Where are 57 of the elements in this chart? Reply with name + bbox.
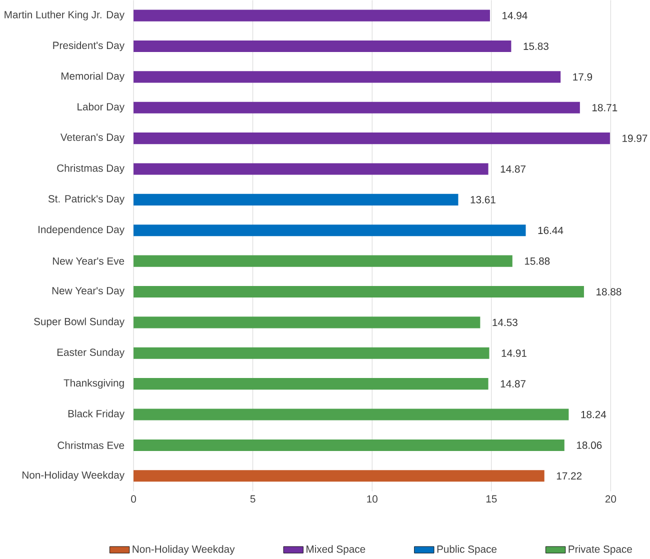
x-tick-label: 15 (486, 495, 497, 503)
bar (134, 408, 569, 420)
y-tick-label: Thanksgiving (64, 379, 124, 389)
data-label: 14.87 (500, 165, 526, 173)
data-label: 14.94 (502, 12, 528, 20)
data-label: 14.91 (502, 349, 526, 357)
bar (134, 194, 458, 206)
legend-label: Public Space (437, 545, 497, 555)
bar (134, 132, 610, 144)
bar (134, 347, 490, 359)
bar (134, 255, 512, 267)
data-label: 14.87 (500, 380, 526, 388)
data-label: 15.83 (524, 42, 548, 50)
data-label: 17.9 (573, 73, 592, 81)
bar (134, 470, 544, 482)
y-tick-label: President's Day (53, 41, 125, 52)
data-label: 13.61 (470, 196, 496, 204)
y-tick-label: Independence Day (38, 226, 125, 236)
x-tick-label: 5 (250, 495, 256, 503)
y-tick-label: Non-Holiday Weekday (22, 471, 125, 481)
data-label: 18.71 (592, 104, 618, 112)
y-tick-label: St. Patrick's Day (48, 194, 125, 205)
y-tick-label: Memorial Day (62, 72, 125, 82)
data-label: 18.06 (576, 442, 602, 449)
data-label: 17.22 (556, 472, 582, 480)
y-tick-label: Christmas Eve (58, 441, 124, 450)
y-tick-label: New Year's Eve (52, 257, 124, 265)
y-tick-label: Christmas Day (57, 164, 125, 174)
bar (134, 102, 580, 114)
data-label: 14.53 (492, 318, 518, 326)
bar (134, 163, 488, 175)
legend-label: Mixed Space (306, 545, 366, 555)
x-tick-label: 0 (131, 495, 136, 503)
bar (134, 40, 512, 52)
bar (134, 71, 561, 83)
data-label: 16.44 (538, 226, 564, 234)
bar (134, 439, 564, 451)
bar (134, 10, 490, 22)
y-tick-label: Super Bowl Sunday (34, 318, 125, 328)
y-tick-label: Labor Day (78, 102, 125, 112)
bar (134, 224, 526, 236)
data-label: 15.88 (524, 257, 550, 265)
bar (134, 316, 480, 328)
legend-label: Non-Holiday Weekday (132, 545, 235, 555)
data-label: 18.88 (596, 288, 622, 296)
y-tick-label: Black Friday (68, 410, 125, 420)
data-label: 18.24 (581, 410, 606, 418)
y-tick-label: Easter Sunday (57, 348, 125, 358)
data-label: 19.97 (622, 134, 648, 142)
legend-label: Private Space (568, 545, 632, 555)
x-tick-label: 20 (605, 495, 616, 503)
y-tick-label: New Year's Day (52, 287, 125, 296)
x-tick-label: 10 (367, 495, 378, 503)
bar (134, 378, 488, 390)
y-tick-label: Veteran's Day (60, 134, 125, 143)
bar (134, 286, 584, 298)
y-tick-label: Martin Luther King Jr. Day (4, 10, 125, 20)
